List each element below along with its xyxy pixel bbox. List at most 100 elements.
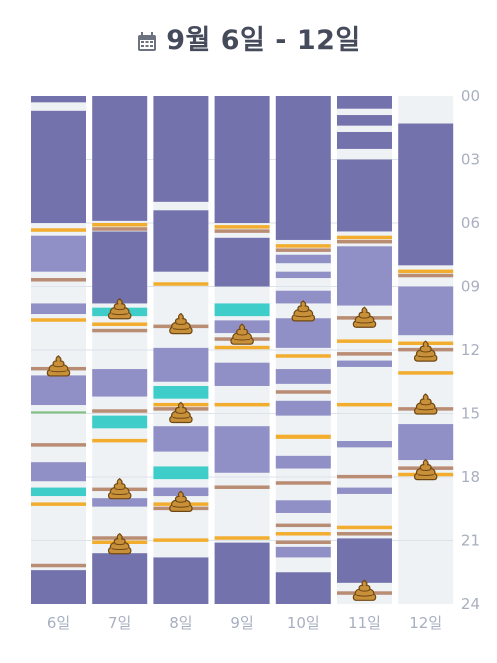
x-day-label: 8일: [169, 614, 192, 632]
y-tick-label: 15: [461, 405, 480, 423]
event-sleep-bar[interactable]: [31, 96, 86, 103]
y-tick-label: 06: [461, 214, 480, 232]
event-feed-bar[interactable]: [92, 438, 148, 443]
event-sleep-bar[interactable]: [275, 572, 331, 604]
event-sleep-light-bar[interactable]: [275, 455, 331, 469]
event-green-bar[interactable]: [31, 411, 86, 414]
event-sleep-light-bar[interactable]: [337, 360, 392, 367]
event-diaper-bar[interactable]: [31, 443, 86, 447]
event-feed-bar[interactable]: [398, 371, 454, 375]
event-sleep-bar[interactable]: [92, 96, 148, 221]
event-sleep-light-bar[interactable]: [275, 546, 331, 558]
event-feed-bar[interactable]: [337, 235, 392, 240]
event-sleep-light-bar[interactable]: [92, 498, 148, 507]
event-sleep-bar[interactable]: [214, 542, 270, 604]
event-pump-bar[interactable]: [31, 487, 86, 497]
event-diaper-bar[interactable]: [214, 485, 270, 489]
event-sleep-bar[interactable]: [214, 237, 270, 287]
event-diaper-bar[interactable]: [275, 523, 331, 528]
event-pump-bar[interactable]: [153, 466, 209, 480]
event-pump-bar[interactable]: [214, 303, 270, 317]
event-feed-bar[interactable]: [337, 402, 392, 407]
event-sleep-light-bar[interactable]: [31, 235, 86, 272]
event-diaper-bar[interactable]: [92, 227, 148, 231]
event-sleep-bar[interactable]: [153, 96, 209, 202]
event-sleep-light-bar[interactable]: [398, 286, 454, 336]
event-sleep-light-bar[interactable]: [275, 500, 331, 513]
event-sleep-light-bar[interactable]: [31, 375, 86, 406]
event-sleep-bar[interactable]: [153, 210, 209, 272]
event-diaper-bar[interactable]: [275, 390, 331, 394]
event-feed-bar[interactable]: [31, 502, 86, 506]
event-pump-bar[interactable]: [153, 385, 209, 399]
event-diaper-bar[interactable]: [275, 481, 331, 485]
event-diaper-bar[interactable]: [214, 229, 270, 233]
event-feed-bar[interactable]: [153, 282, 209, 286]
event-sleep-light-bar[interactable]: [275, 369, 331, 384]
event-sleep-bar[interactable]: [92, 231, 148, 304]
event-sleep-light-bar[interactable]: [153, 426, 209, 452]
event-sleep-light-bar[interactable]: [398, 424, 454, 461]
event-diaper-bar[interactable]: [275, 540, 331, 545]
event-sleep-light-bar[interactable]: [275, 318, 331, 348]
event-diaper-bar[interactable]: [275, 248, 331, 252]
x-day-label: 11일: [348, 614, 381, 632]
event-sleep-bar[interactable]: [337, 538, 392, 583]
x-day-label: 9일: [230, 614, 253, 632]
event-diaper-bar[interactable]: [337, 239, 392, 244]
event-feed-bar[interactable]: [92, 322, 148, 326]
y-tick-label: 12: [461, 341, 480, 359]
event-sleep-bar[interactable]: [398, 123, 454, 266]
event-feed-bar[interactable]: [214, 536, 270, 540]
event-sleep-light-bar[interactable]: [214, 426, 270, 473]
event-diaper-bar[interactable]: [337, 474, 392, 479]
event-sleep-bar[interactable]: [337, 115, 392, 126]
event-feed-bar[interactable]: [275, 354, 331, 358]
event-sleep-light-bar[interactable]: [337, 246, 392, 306]
event-diaper-bar[interactable]: [337, 532, 392, 536]
event-feed-bar[interactable]: [337, 525, 392, 530]
event-sleep-light-bar[interactable]: [337, 441, 392, 448]
event-feed-bar[interactable]: [214, 225, 270, 229]
event-sleep-light-bar[interactable]: [275, 271, 331, 279]
event-diaper-bar[interactable]: [398, 273, 454, 278]
event-feed-bar[interactable]: [214, 402, 270, 407]
event-diaper-bar[interactable]: [337, 352, 392, 356]
event-sleep-light-bar[interactable]: [214, 362, 270, 386]
event-sleep-light-bar[interactable]: [275, 400, 331, 416]
event-sleep-light-bar[interactable]: [31, 462, 86, 482]
event-sleep-bar[interactable]: [92, 553, 148, 604]
event-diaper-bar[interactable]: [31, 278, 86, 282]
event-feed-bar[interactable]: [398, 269, 454, 274]
event-pump-bar[interactable]: [92, 415, 148, 429]
event-sleep-light-bar[interactable]: [337, 487, 392, 494]
event-feed-bar[interactable]: [214, 345, 270, 350]
event-feed-bar[interactable]: [153, 538, 209, 542]
event-sleep-light-bar[interactable]: [31, 303, 86, 315]
event-sleep-bar[interactable]: [337, 131, 392, 149]
event-feed-bar[interactable]: [92, 223, 148, 227]
event-sleep-bar[interactable]: [31, 570, 86, 604]
x-day-label: 6일: [47, 614, 70, 632]
event-diaper-bar[interactable]: [92, 409, 148, 413]
event-feed-bar[interactable]: [337, 339, 392, 343]
event-feed-bar[interactable]: [275, 434, 331, 439]
header: 9월 6일 - 12일: [0, 0, 497, 80]
event-sleep-light-bar[interactable]: [275, 290, 331, 304]
event-sleep-bar[interactable]: [153, 557, 209, 604]
event-diaper-bar[interactable]: [31, 563, 86, 568]
event-sleep-bar[interactable]: [214, 96, 270, 223]
event-sleep-bar[interactable]: [337, 159, 392, 232]
event-feed-bar[interactable]: [275, 244, 331, 248]
event-sleep-bar[interactable]: [275, 96, 331, 240]
event-feed-bar[interactable]: [31, 318, 86, 322]
event-sleep-light-bar[interactable]: [92, 369, 148, 397]
event-feed-bar[interactable]: [31, 228, 86, 232]
event-feed-bar[interactable]: [275, 532, 331, 536]
week-title[interactable]: 9월 6일 - 12일: [0, 18, 497, 57]
event-sleep-light-bar[interactable]: [275, 254, 331, 264]
event-diaper-bar[interactable]: [92, 328, 148, 333]
event-sleep-bar[interactable]: [337, 96, 392, 109]
event-sleep-light-bar[interactable]: [153, 347, 209, 382]
event-sleep-bar[interactable]: [31, 110, 86, 223]
